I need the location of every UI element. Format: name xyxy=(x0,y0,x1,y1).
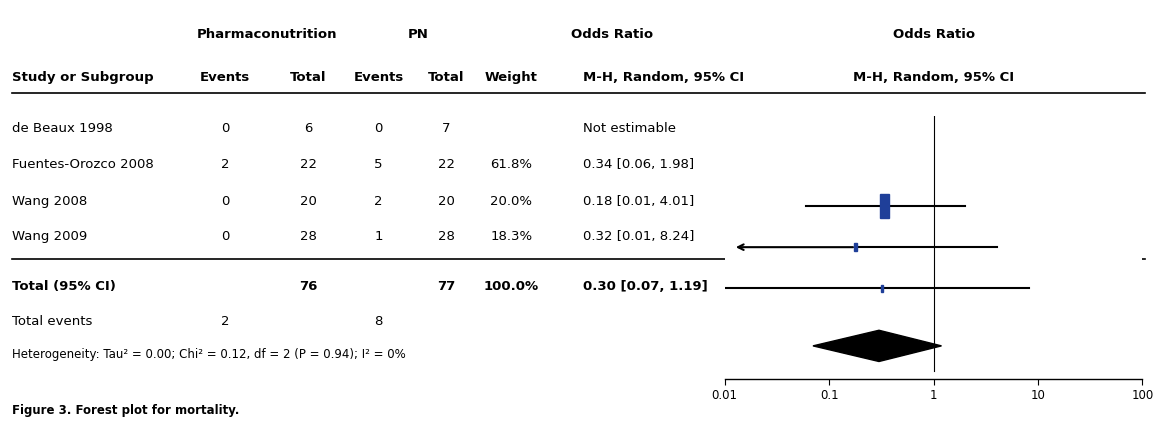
Polygon shape xyxy=(812,330,942,362)
Text: 20.0%: 20.0% xyxy=(490,195,532,208)
Text: 0: 0 xyxy=(220,230,230,243)
Text: Wang 2009: Wang 2009 xyxy=(12,230,87,243)
FancyBboxPatch shape xyxy=(881,194,889,218)
Text: Weight: Weight xyxy=(485,71,538,83)
Text: 77: 77 xyxy=(437,280,456,293)
Text: 5: 5 xyxy=(374,158,383,171)
Text: Study or Subgroup: Study or Subgroup xyxy=(12,71,153,83)
Text: 8: 8 xyxy=(374,315,383,328)
Text: PN: PN xyxy=(407,28,429,41)
Text: 28: 28 xyxy=(300,230,316,243)
Text: Total: Total xyxy=(428,71,465,83)
Text: Heterogeneity: Tau² = 0.00; Chi² = 0.12, df = 2 (P = 0.94); I² = 0%: Heterogeneity: Tau² = 0.00; Chi² = 0.12,… xyxy=(12,348,405,361)
Text: 0: 0 xyxy=(220,195,230,208)
Text: 28: 28 xyxy=(439,230,455,243)
FancyBboxPatch shape xyxy=(881,285,883,292)
Text: 0.30 [0.07, 1.19]: 0.30 [0.07, 1.19] xyxy=(583,280,707,293)
Text: 7: 7 xyxy=(442,122,451,135)
Text: 22: 22 xyxy=(300,158,316,171)
Text: M-H, Random, 95% CI: M-H, Random, 95% CI xyxy=(853,71,1014,83)
Text: 0.34 [0.06, 1.98]: 0.34 [0.06, 1.98] xyxy=(583,158,694,171)
Text: Figure 3. Forest plot for mortality.: Figure 3. Forest plot for mortality. xyxy=(12,404,239,416)
Text: Not estimable: Not estimable xyxy=(583,122,676,135)
FancyBboxPatch shape xyxy=(854,243,857,251)
Text: Fuentes-Orozco 2008: Fuentes-Orozco 2008 xyxy=(12,158,153,171)
Text: 2: 2 xyxy=(220,158,230,171)
Text: Wang 2008: Wang 2008 xyxy=(12,195,87,208)
Text: Total events: Total events xyxy=(12,315,92,328)
Text: M-H, Random, 95% CI: M-H, Random, 95% CI xyxy=(583,71,744,83)
Text: 0: 0 xyxy=(374,122,383,135)
Text: 1: 1 xyxy=(374,230,383,243)
Text: 20: 20 xyxy=(300,195,316,208)
Text: 100.0%: 100.0% xyxy=(484,280,539,293)
Text: 0.32 [0.01, 8.24]: 0.32 [0.01, 8.24] xyxy=(583,230,695,243)
Text: Pharmaconutrition: Pharmaconutrition xyxy=(196,28,337,41)
Text: 18.3%: 18.3% xyxy=(490,230,532,243)
Text: Total (95% CI): Total (95% CI) xyxy=(12,280,115,293)
Text: 22: 22 xyxy=(439,158,455,171)
Text: Events: Events xyxy=(353,71,404,83)
Text: 0.18 [0.01, 4.01]: 0.18 [0.01, 4.01] xyxy=(583,195,694,208)
Text: 2: 2 xyxy=(374,195,383,208)
Text: de Beaux 1998: de Beaux 1998 xyxy=(12,122,112,135)
Text: 0: 0 xyxy=(220,122,230,135)
Text: Events: Events xyxy=(200,71,250,83)
Text: 20: 20 xyxy=(439,195,455,208)
Text: Total: Total xyxy=(290,71,327,83)
Text: 6: 6 xyxy=(304,122,313,135)
Text: 76: 76 xyxy=(299,280,317,293)
Text: Odds Ratio: Odds Ratio xyxy=(570,28,653,41)
Text: Odds Ratio: Odds Ratio xyxy=(892,28,975,41)
Text: 2: 2 xyxy=(220,315,230,328)
Text: 61.8%: 61.8% xyxy=(490,158,532,171)
